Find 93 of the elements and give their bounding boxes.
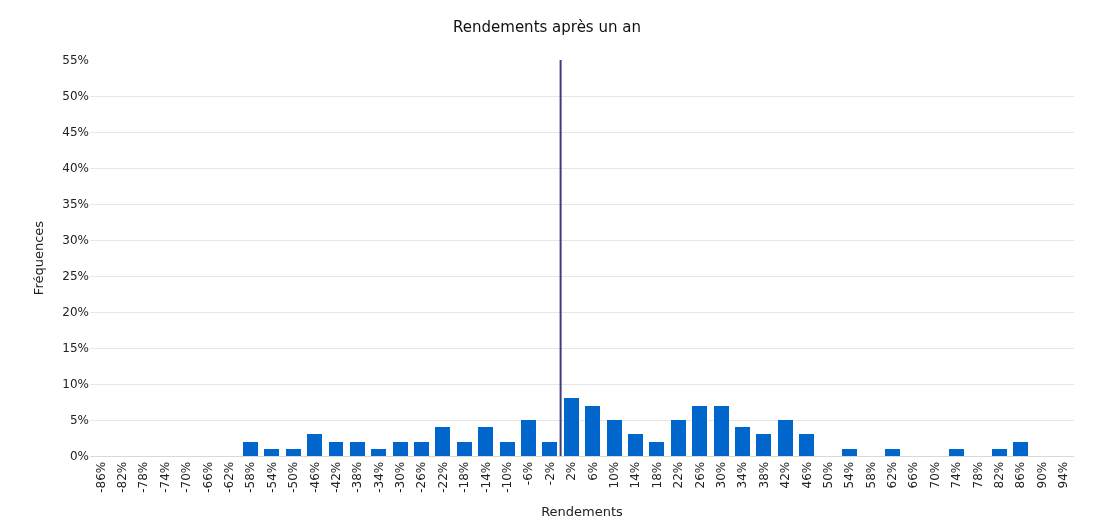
x-tick-label: -10% <box>500 461 515 493</box>
x-tick-label: -82% <box>114 461 129 493</box>
x-tick-label: 10% <box>606 461 621 489</box>
bar <box>649 442 664 456</box>
bar <box>500 442 515 456</box>
x-tick-label: 82% <box>992 461 1007 489</box>
x-tick-label: 50% <box>820 461 835 489</box>
x-tick-label: -26% <box>414 461 429 493</box>
bar <box>692 406 707 456</box>
bar <box>949 449 964 456</box>
y-tick-label: 45% <box>62 125 89 140</box>
x-tick-label: -66% <box>200 461 215 493</box>
x-tick-label: -70% <box>179 461 194 493</box>
x-tick-label: -18% <box>457 461 472 493</box>
bar <box>564 398 579 456</box>
y-tick-label: 55% <box>62 53 89 68</box>
x-tick-label: 26% <box>692 461 707 489</box>
bar <box>756 434 771 456</box>
x-tick-label: -46% <box>307 461 322 493</box>
x-tick-label: 38% <box>756 461 771 489</box>
y-tick-label: 10% <box>62 377 89 392</box>
y-tick-label: 35% <box>62 197 89 212</box>
bar <box>350 442 365 456</box>
bar <box>607 420 622 456</box>
x-tick-label: 14% <box>628 461 643 489</box>
bar <box>1013 442 1028 456</box>
y-tick-label: 30% <box>62 233 89 248</box>
x-tick-label: -2% <box>542 461 557 486</box>
x-tick-label: 2% <box>564 461 579 481</box>
x-tick-label: -86% <box>93 461 108 493</box>
x-tick-label: 22% <box>671 461 686 489</box>
x-tick-label: -78% <box>136 461 151 493</box>
bar <box>243 442 258 456</box>
bar <box>478 427 493 456</box>
bar <box>671 420 686 456</box>
x-tick-label: -54% <box>264 461 279 493</box>
x-tick-label: 46% <box>799 461 814 489</box>
y-tick-label: 25% <box>62 269 89 284</box>
bar <box>735 427 750 456</box>
y-axis-title: Fréquences <box>31 220 47 296</box>
x-tick-label: 86% <box>1013 461 1028 489</box>
bar <box>842 449 857 456</box>
x-tick-label: -22% <box>435 461 450 493</box>
bar <box>286 449 301 456</box>
bar <box>414 442 429 456</box>
x-tick-label: -74% <box>157 461 172 493</box>
x-tick-label: -30% <box>393 461 408 493</box>
bar <box>393 442 408 456</box>
bar <box>585 406 600 456</box>
x-tick-label: 78% <box>970 461 985 489</box>
bar <box>799 434 814 456</box>
x-tick-label: 54% <box>842 461 857 489</box>
x-tick-label: 74% <box>949 461 964 489</box>
y-tick-label: 40% <box>62 161 89 176</box>
x-tick-label: 30% <box>713 461 728 489</box>
bar <box>457 442 472 456</box>
bar <box>435 427 450 456</box>
bar <box>521 420 536 456</box>
x-tick-label: 94% <box>1056 461 1071 489</box>
x-tick-label: -58% <box>243 461 258 493</box>
x-tick-label: 58% <box>863 461 878 489</box>
bar <box>714 406 729 456</box>
x-tick-label: 42% <box>778 461 793 489</box>
y-tick-label: 15% <box>62 341 89 356</box>
chart-title: Rendements après un an <box>453 17 641 36</box>
bar <box>307 434 322 456</box>
x-tick-label: 6% <box>585 461 600 481</box>
x-tick-label: 34% <box>735 461 750 489</box>
y-tick-label: 0% <box>69 449 89 464</box>
x-axis-title: Rendements <box>541 504 624 520</box>
x-tick-label: -14% <box>478 461 493 493</box>
y-tick-label: 20% <box>62 305 89 320</box>
x-tick-label: 90% <box>1034 461 1049 489</box>
y-tick-label: 5% <box>69 413 89 428</box>
bar <box>542 442 557 456</box>
bar <box>778 420 793 456</box>
x-tick-label: 70% <box>927 461 942 489</box>
bar <box>264 449 279 456</box>
x-tick-label: -42% <box>328 461 343 493</box>
x-tick-label: 62% <box>885 461 900 489</box>
x-tick-label: -34% <box>371 461 386 493</box>
bar <box>371 449 386 456</box>
x-tick-label: 66% <box>906 461 921 489</box>
x-tick-label: -6% <box>521 461 536 486</box>
bar <box>628 434 643 456</box>
bar <box>329 442 343 456</box>
x-tick-label: -38% <box>350 461 365 493</box>
bar <box>885 449 900 456</box>
x-tick-label: -62% <box>221 461 236 493</box>
x-tick-label: 18% <box>649 461 664 489</box>
x-tick-label: -50% <box>286 461 301 493</box>
y-tick-label: 50% <box>62 89 89 104</box>
bar <box>992 449 1007 456</box>
